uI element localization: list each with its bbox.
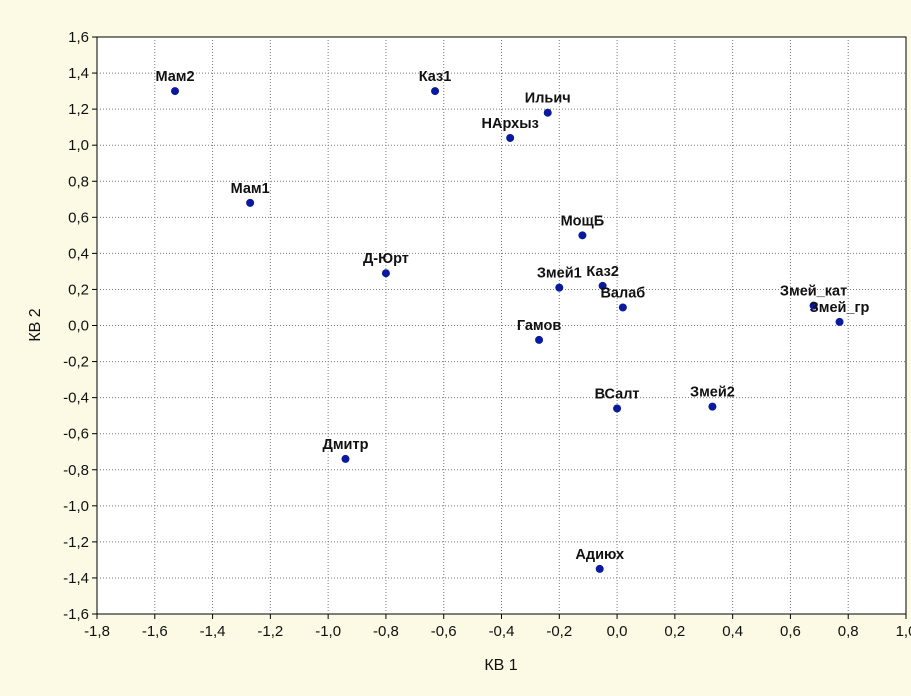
point-label: Валаб <box>600 285 645 301</box>
point-label: Змей_гр <box>810 300 870 316</box>
y-tick-label: -0,4 <box>63 390 89 407</box>
point-label: Змей1 <box>537 266 582 282</box>
data-point <box>835 317 844 326</box>
data-point <box>555 283 564 292</box>
point-label: Д-Юрт <box>363 251 409 267</box>
x-tick-label: 0,6 <box>780 623 801 640</box>
axes: -1,8 -1,6 -1,4 -1,2 -1,0 -0,8 -0,6 -0,4 -0,2 0,0 0… <box>63 29 911 640</box>
data-point <box>381 269 390 278</box>
y-tick-label: -1,4 <box>63 570 89 587</box>
point-label: Мам1 <box>231 181 270 197</box>
y-tick-label: 1,2 <box>68 101 89 118</box>
x-tick-label: 0,8 <box>838 623 859 640</box>
y-tick-label: 0,8 <box>68 173 89 190</box>
x-tick-label: -1,4 <box>200 623 226 640</box>
data-point <box>171 87 180 96</box>
data-points: Мам2 Каз1 Ильич НАрхыз Мам1 МощБ Д-Юрт Змей1 Каз… <box>155 69 870 573</box>
data-point <box>618 303 627 312</box>
point-label: Ильич <box>525 91 571 107</box>
point-label: Адиюх <box>575 547 624 563</box>
point-label: Каз1 <box>419 69 452 85</box>
data-point <box>809 301 818 310</box>
y-tick-label: 0,0 <box>68 318 89 335</box>
point-label: Мам2 <box>155 69 194 85</box>
point-label: Змей_кат <box>780 284 847 300</box>
point-label: НАрхыз <box>482 116 539 132</box>
point-label: Дмитр <box>323 437 369 453</box>
y-tick-label: -0,2 <box>63 354 89 371</box>
data-point <box>506 133 515 142</box>
data-point <box>535 335 544 344</box>
y-tick-label: 0,6 <box>68 209 89 226</box>
x-tick-label: 0,0 <box>607 623 628 640</box>
data-point <box>341 454 350 463</box>
y-tick-label: 0,4 <box>68 245 89 262</box>
point-label: ВСалт <box>595 386 640 402</box>
y-tick-label: -0,6 <box>63 426 89 443</box>
y-tick-label: 0,2 <box>68 281 89 298</box>
data-point <box>595 564 604 573</box>
data-point <box>708 402 717 411</box>
point-label: Каз2 <box>586 264 619 280</box>
data-point <box>543 108 552 117</box>
y-tick-label: -1,2 <box>63 534 89 551</box>
y-tick-label: 1,0 <box>68 137 89 154</box>
data-point <box>578 231 587 240</box>
x-tick-label: 1,0 <box>896 623 911 640</box>
point-label: Змей2 <box>690 385 735 401</box>
x-axis-title: КВ 1 <box>484 657 517 674</box>
y-tick-label: 1,4 <box>68 65 89 82</box>
x-tick-label: -0,2 <box>546 623 572 640</box>
grid-lines <box>97 37 906 614</box>
point-label: МощБ <box>561 213 605 229</box>
x-tick-label: 0,4 <box>722 623 743 640</box>
x-tick-label: -1,8 <box>84 623 110 640</box>
x-tick-label: -0,8 <box>373 623 399 640</box>
y-tick-label: 1,6 <box>68 29 89 46</box>
x-tick-label: -0,4 <box>489 623 515 640</box>
x-tick-label: -1,0 <box>315 623 341 640</box>
x-tick-label: 0,2 <box>664 623 685 640</box>
y-tick-label: -1,6 <box>63 606 89 623</box>
data-point <box>613 404 622 413</box>
data-point <box>246 198 255 207</box>
y-axis-title: КВ 2 <box>27 308 44 341</box>
data-point <box>431 87 440 96</box>
x-tick-label: -0,6 <box>431 623 457 640</box>
x-tick-label: -1,6 <box>142 623 168 640</box>
data-point <box>598 281 607 290</box>
y-tick-label: -0,8 <box>63 462 89 479</box>
x-tick-label: -1,2 <box>257 623 283 640</box>
y-tick-label: -1,0 <box>63 498 89 515</box>
point-label: Гамов <box>517 318 561 334</box>
